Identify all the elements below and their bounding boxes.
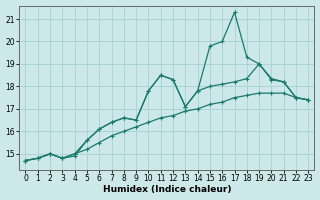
X-axis label: Humidex (Indice chaleur): Humidex (Indice chaleur) xyxy=(103,185,231,194)
